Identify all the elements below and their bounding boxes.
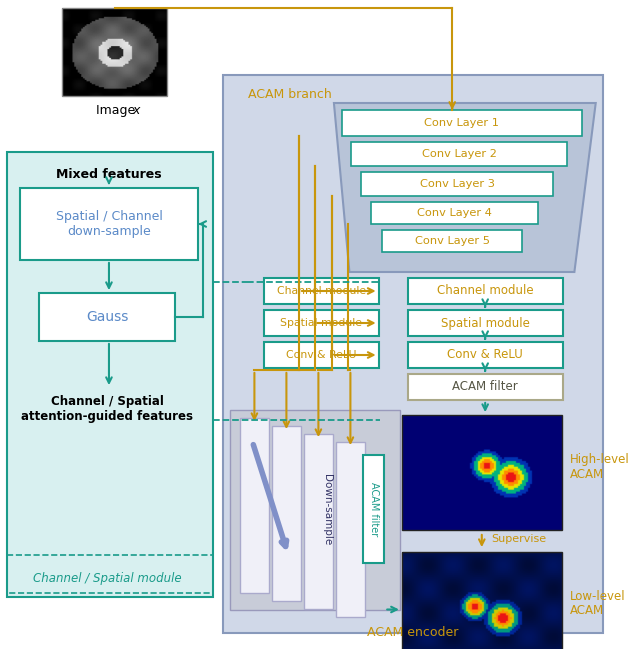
- FancyBboxPatch shape: [361, 172, 553, 196]
- Text: Conv & ReLU: Conv & ReLU: [447, 349, 523, 361]
- Text: Channel / Spatial
attention-guided features: Channel / Spatial attention-guided featu…: [21, 395, 193, 423]
- FancyBboxPatch shape: [272, 426, 301, 601]
- FancyBboxPatch shape: [230, 410, 400, 610]
- Text: Conv Layer 4: Conv Layer 4: [417, 208, 492, 218]
- Text: Channel module: Channel module: [437, 284, 534, 297]
- Text: Conv Layer 2: Conv Layer 2: [422, 149, 497, 159]
- FancyBboxPatch shape: [383, 230, 522, 252]
- Text: ACAM branch: ACAM branch: [248, 88, 332, 101]
- FancyBboxPatch shape: [264, 278, 378, 304]
- Text: Mixed features: Mixed features: [56, 168, 162, 181]
- Text: Image: Image: [97, 104, 140, 117]
- FancyBboxPatch shape: [408, 342, 563, 368]
- Text: ACAM filter: ACAM filter: [369, 482, 379, 536]
- FancyBboxPatch shape: [223, 75, 604, 633]
- FancyBboxPatch shape: [408, 374, 563, 400]
- FancyBboxPatch shape: [408, 310, 563, 336]
- Text: Channel / Spatial module: Channel / Spatial module: [33, 572, 181, 585]
- Text: ACAM filter: ACAM filter: [452, 380, 518, 393]
- Polygon shape: [334, 103, 596, 272]
- Text: Conv Layer 1: Conv Layer 1: [424, 118, 499, 128]
- FancyBboxPatch shape: [336, 442, 365, 617]
- Text: x: x: [132, 104, 140, 117]
- FancyBboxPatch shape: [39, 293, 175, 341]
- FancyBboxPatch shape: [304, 434, 333, 609]
- FancyBboxPatch shape: [351, 142, 566, 166]
- Text: Channel module: Channel module: [276, 286, 366, 296]
- Text: Conv Layer 3: Conv Layer 3: [420, 179, 495, 189]
- FancyBboxPatch shape: [342, 110, 582, 136]
- FancyBboxPatch shape: [7, 152, 212, 597]
- Text: Gauss: Gauss: [86, 310, 128, 324]
- Text: Conv & ReLU: Conv & ReLU: [286, 350, 356, 360]
- FancyBboxPatch shape: [363, 455, 385, 563]
- Text: Conv Layer 5: Conv Layer 5: [415, 236, 490, 246]
- Text: ACAM encoder: ACAM encoder: [367, 626, 458, 639]
- FancyBboxPatch shape: [240, 418, 269, 593]
- Text: Spatial module: Spatial module: [280, 318, 362, 328]
- Text: High-level
ACAM: High-level ACAM: [570, 452, 629, 480]
- Text: Spatial module: Spatial module: [441, 317, 530, 330]
- Text: Down-sample: Down-sample: [322, 474, 332, 546]
- FancyBboxPatch shape: [20, 188, 198, 260]
- FancyBboxPatch shape: [371, 202, 538, 224]
- Text: Low-level
ACAM: Low-level ACAM: [570, 589, 625, 617]
- FancyBboxPatch shape: [264, 310, 378, 336]
- FancyBboxPatch shape: [264, 342, 378, 368]
- Text: Spatial / Channel
down-sample: Spatial / Channel down-sample: [56, 210, 163, 238]
- Text: Supervise: Supervise: [492, 534, 547, 544]
- FancyBboxPatch shape: [408, 278, 563, 304]
